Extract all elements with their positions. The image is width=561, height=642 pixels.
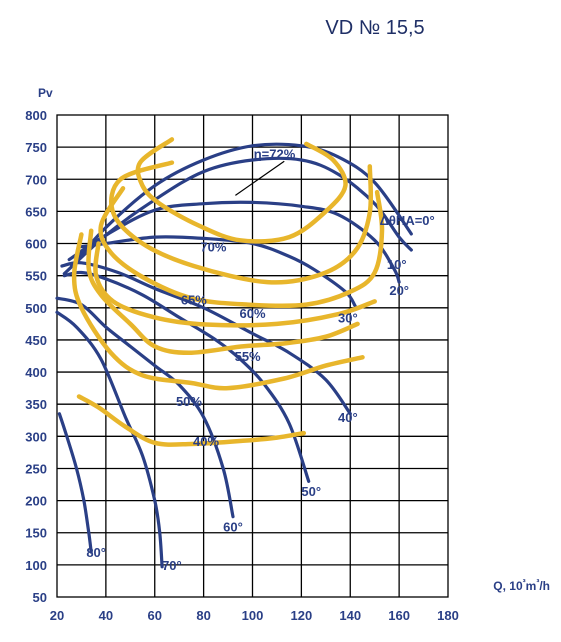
efficiency-curve-70 [109,160,374,285]
blade-label-ha-0: ΔθHA=0° [380,213,435,228]
y-tick-labels: 50 100 150 200 250 300 350 400 450 500 550 600 650 70… [25,108,47,605]
efficiency-label-50: 50% [176,394,202,409]
efficiency-label-60: 60% [239,306,265,321]
blade-curve-ha-0 [70,142,413,268]
efficiency-label-65: 65% [181,292,207,307]
y-tick-550: 550 [25,269,47,284]
y-tick-650: 650 [25,204,47,219]
efficiency-curve-65 [98,186,385,309]
blade-curve-20 [67,200,401,284]
x-tick-20: 20 [50,608,64,623]
efficiency-pointer-72 [235,160,285,196]
blade-label-70: 70° [162,558,182,573]
y-tick-600: 600 [25,237,47,252]
blade-label-20: 20° [389,283,409,298]
y-tick-500: 500 [25,301,47,316]
x-tick-140: 140 [339,608,361,623]
y-tick-100: 100 [25,558,47,573]
x-tick-40: 40 [99,608,113,623]
efficiency-curve-40 [76,394,307,447]
y-tick-50: 50 [33,590,47,605]
blade-curve-60 [55,296,235,519]
blade-curve-80 [57,412,93,554]
y-tick-150: 150 [25,526,47,541]
blade-label-30: 30° [338,310,358,325]
y-tick-250: 250 [25,461,47,476]
x-tick-180: 180 [437,608,459,623]
blade-angle-curves [55,142,413,569]
x-tick-60: 60 [148,608,162,623]
x-tick-80: 80 [196,608,210,623]
blade-curve-40 [60,261,352,416]
blade-curve-50 [62,270,311,483]
blade-label-60: 60° [223,519,243,534]
efficiency-curve-50 [71,232,365,391]
blade-curve-10 [62,156,413,276]
chart-title: VD № 15,5 [325,17,424,39]
y-axis-label: Pv [38,86,53,100]
x-axis-label: Q, 10³m³/h [493,577,550,593]
x-tick-120: 120 [291,608,313,623]
blade-curve-70 [55,310,164,569]
efficiency-curve-60 [93,241,377,328]
y-tick-400: 400 [25,365,47,380]
efficiency-label-55: 55% [235,349,261,364]
efficiency-label-40: 40% [193,434,219,449]
blade-label-80: 80° [86,545,106,560]
y-tick-300: 300 [25,429,47,444]
y-tick-450: 450 [25,333,47,348]
curve-labels: ΔθHA=0° 10° 20° 30° 40° 50° 60° 70° 80° η=72% 70% 6… [86,147,434,573]
x-tick-100: 100 [242,608,264,623]
x-tick-labels: 20 40 60 80 100 120 140 160 180 [50,608,459,623]
efficiency-label-70: 70% [200,240,226,255]
efficiency-label-72: η=72% [254,147,296,162]
y-tick-800: 800 [25,108,47,123]
efficiency-curves [71,137,385,447]
y-tick-350: 350 [25,397,47,412]
x-tick-160: 160 [388,608,410,623]
blade-label-40: 40° [338,410,358,425]
efficiency-curve-72 [135,137,348,244]
blade-label-50: 50° [301,484,321,499]
y-tick-700: 700 [25,172,47,187]
y-tick-750: 750 [25,140,47,155]
blade-label-10: 10° [387,257,407,272]
efficiency-curve-55 [86,228,360,356]
y-tick-200: 200 [25,494,47,509]
